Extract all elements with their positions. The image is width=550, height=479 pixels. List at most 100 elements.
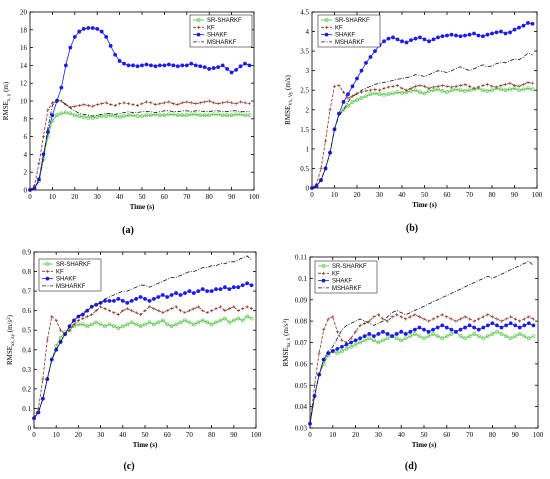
data-point: [485, 334, 490, 338]
x-tick-label: 50: [421, 191, 429, 199]
data-point: [80, 312, 85, 317]
y-tick-label: 0.5: [22, 327, 31, 335]
data-point: [76, 322, 81, 327]
data-point: [156, 295, 161, 299]
data-point: [490, 31, 494, 36]
data-point: [381, 317, 385, 321]
data-point: [449, 32, 454, 37]
legend-label: KF: [56, 269, 64, 275]
data-point: [218, 287, 223, 292]
legend-marker: [196, 25, 201, 29]
x-tick-label: 70: [183, 193, 191, 201]
legend-marker: [196, 18, 201, 22]
data-point: [372, 315, 376, 319]
data-point: [95, 102, 99, 107]
data-point: [77, 29, 82, 34]
series-line: [29, 112, 250, 191]
data-point: [140, 114, 144, 119]
data-point: [153, 102, 158, 107]
data-point: [238, 64, 243, 69]
data-point: [358, 336, 363, 341]
data-point: [131, 102, 135, 107]
data-point: [314, 184, 319, 188]
data-point: [138, 312, 143, 317]
data-point: [73, 104, 77, 108]
data-point: [86, 26, 91, 30]
data-point: [116, 297, 121, 301]
x-tick-label: 100: [251, 431, 262, 439]
data-point: [59, 99, 63, 103]
panel-2: 0 0.5 1 1.5 2 2.5 3 3.5 4 4.5 0 10 20 30 40 50 60 70 80 90 1…: [284, 9, 543, 235]
data-point: [440, 323, 445, 328]
y-tick-label: 4: [24, 151, 28, 159]
data-point: [494, 30, 499, 35]
data-point: [386, 36, 391, 41]
data-point: [171, 102, 175, 106]
legend-label: KF: [332, 271, 340, 277]
data-point: [440, 313, 444, 317]
data-point: [207, 67, 212, 71]
data-point: [162, 113, 167, 118]
data-point: [117, 115, 122, 119]
data-point: [234, 112, 238, 117]
data-point: [241, 307, 245, 311]
x-tick-label: 20: [71, 193, 79, 201]
data-point: [530, 87, 535, 92]
data-point: [477, 317, 481, 321]
data-point: [120, 324, 125, 329]
series-msharkf: [311, 52, 533, 189]
data-point: [245, 314, 250, 319]
data-point: [113, 103, 117, 108]
data-point: [526, 80, 530, 84]
data-point: [45, 338, 49, 342]
data-point: [152, 307, 156, 311]
data-point: [377, 92, 382, 97]
y-tick-label: 0: [24, 187, 28, 195]
data-point: [463, 336, 467, 341]
data-point: [522, 334, 527, 338]
data-point: [189, 61, 194, 66]
data-point: [408, 334, 413, 338]
data-point: [46, 108, 50, 112]
data-point: [147, 305, 152, 309]
series-kf: [310, 80, 535, 190]
data-point: [54, 343, 59, 348]
data-point: [385, 336, 390, 341]
y-tick-label: 0.07: [295, 339, 308, 347]
data-point: [503, 88, 508, 93]
data-point: [481, 336, 486, 341]
x-tick-label: 60: [164, 431, 172, 439]
data-point: [131, 63, 135, 68]
data-point: [472, 319, 476, 323]
data-point: [68, 111, 73, 116]
data-point: [395, 90, 400, 95]
data-point: [381, 338, 385, 343]
data-point: [198, 64, 203, 69]
data-point: [196, 320, 201, 325]
data-point: [404, 40, 409, 45]
data-point: [445, 90, 449, 95]
data-point: [81, 115, 86, 119]
data-point: [377, 88, 382, 92]
data-point: [367, 332, 372, 336]
data-point: [194, 102, 198, 106]
data-point: [149, 101, 153, 105]
data-point: [223, 316, 227, 321]
data-point: [196, 289, 201, 294]
y-tick-label: 6: [24, 133, 28, 141]
data-point: [382, 39, 386, 44]
data-point: [376, 332, 381, 336]
y-tick-label: 0.03: [295, 425, 308, 433]
data-point: [472, 86, 476, 90]
y-tick-label: 14: [20, 62, 28, 70]
data-point: [328, 108, 332, 112]
data-point: [417, 325, 422, 330]
data-point: [490, 321, 495, 326]
data-point: [391, 84, 395, 88]
data-point: [82, 102, 86, 107]
series-shakf: [308, 321, 536, 426]
data-point: [54, 318, 58, 323]
data-point: [391, 91, 395, 96]
data-point: [499, 319, 504, 323]
legend-label: SHAKF: [56, 277, 76, 283]
